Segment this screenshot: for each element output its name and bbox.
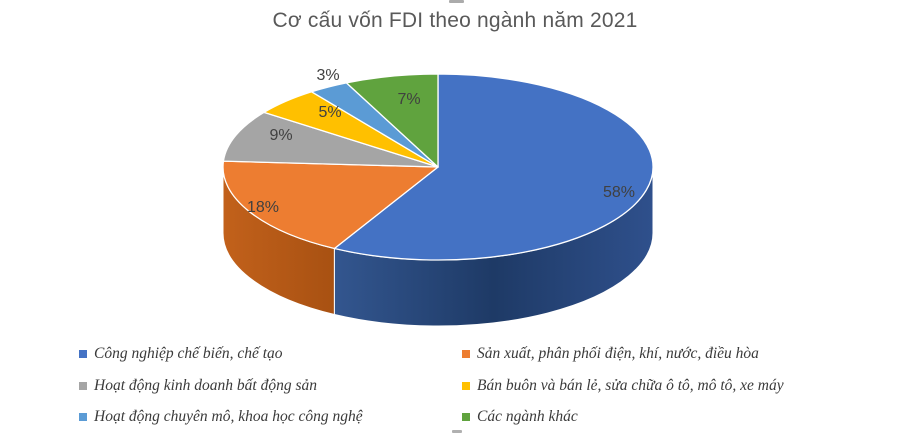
pie-chart-3d: 58% 18% 9% 5% 3% 7% [222, 67, 654, 327]
legend-marker [462, 382, 470, 390]
legend-marker [462, 413, 470, 421]
pie-percent-label: 5% [318, 104, 341, 121]
chart-title: Cơ cấu vốn FDI theo ngành năm 2021 [272, 9, 638, 32]
legend-marker [462, 350, 470, 358]
pie-slice [222, 160, 439, 250]
pie-percent-label: 9% [269, 127, 292, 144]
pie-percent-label: 7% [397, 91, 420, 108]
legend-item: Hoạt động kinh doanh bất động sản [79, 376, 317, 396]
legend-item: Các ngành khác [462, 407, 578, 427]
pie-percent-label: 3% [316, 67, 339, 84]
pie-slice [222, 111, 439, 168]
legend-label: Hoạt động kinh doanh bất động sản [94, 377, 318, 394]
legend-marker [79, 413, 87, 421]
pie-slice [333, 73, 654, 261]
cropped-artifact-top [449, 0, 464, 3]
legend-item: Hoạt động chuyên mô, khoa học công nghệ [79, 407, 363, 427]
legend-label: Sản xuất, phân phối điện, khí, nước, điề… [477, 345, 759, 362]
pie-slice [345, 73, 439, 168]
legend-item: Bán buôn và bán lẻ, sửa chữa ô tô, mô tô… [462, 376, 784, 396]
legend-label: Bán buôn và bán lẻ, sửa chữa ô tô, mô tô… [477, 377, 784, 394]
cropped-artifact-bottom [452, 430, 462, 433]
legend-label: Các ngành khác [477, 408, 578, 425]
legend-item: Công nghiệp chế biến, chế tạo [79, 344, 283, 364]
legend-marker [79, 382, 87, 390]
legend-label: Công nghiệp chế biến, chế tạo [94, 345, 283, 362]
legend-marker [79, 350, 87, 358]
legend-label: Hoạt động chuyên mô, khoa học công nghệ [94, 408, 363, 425]
pie-percent-label: 58% [603, 184, 635, 201]
pie-percent-label: 18% [247, 199, 279, 216]
legend-item: Sản xuất, phân phối điện, khí, nước, điề… [462, 344, 759, 364]
